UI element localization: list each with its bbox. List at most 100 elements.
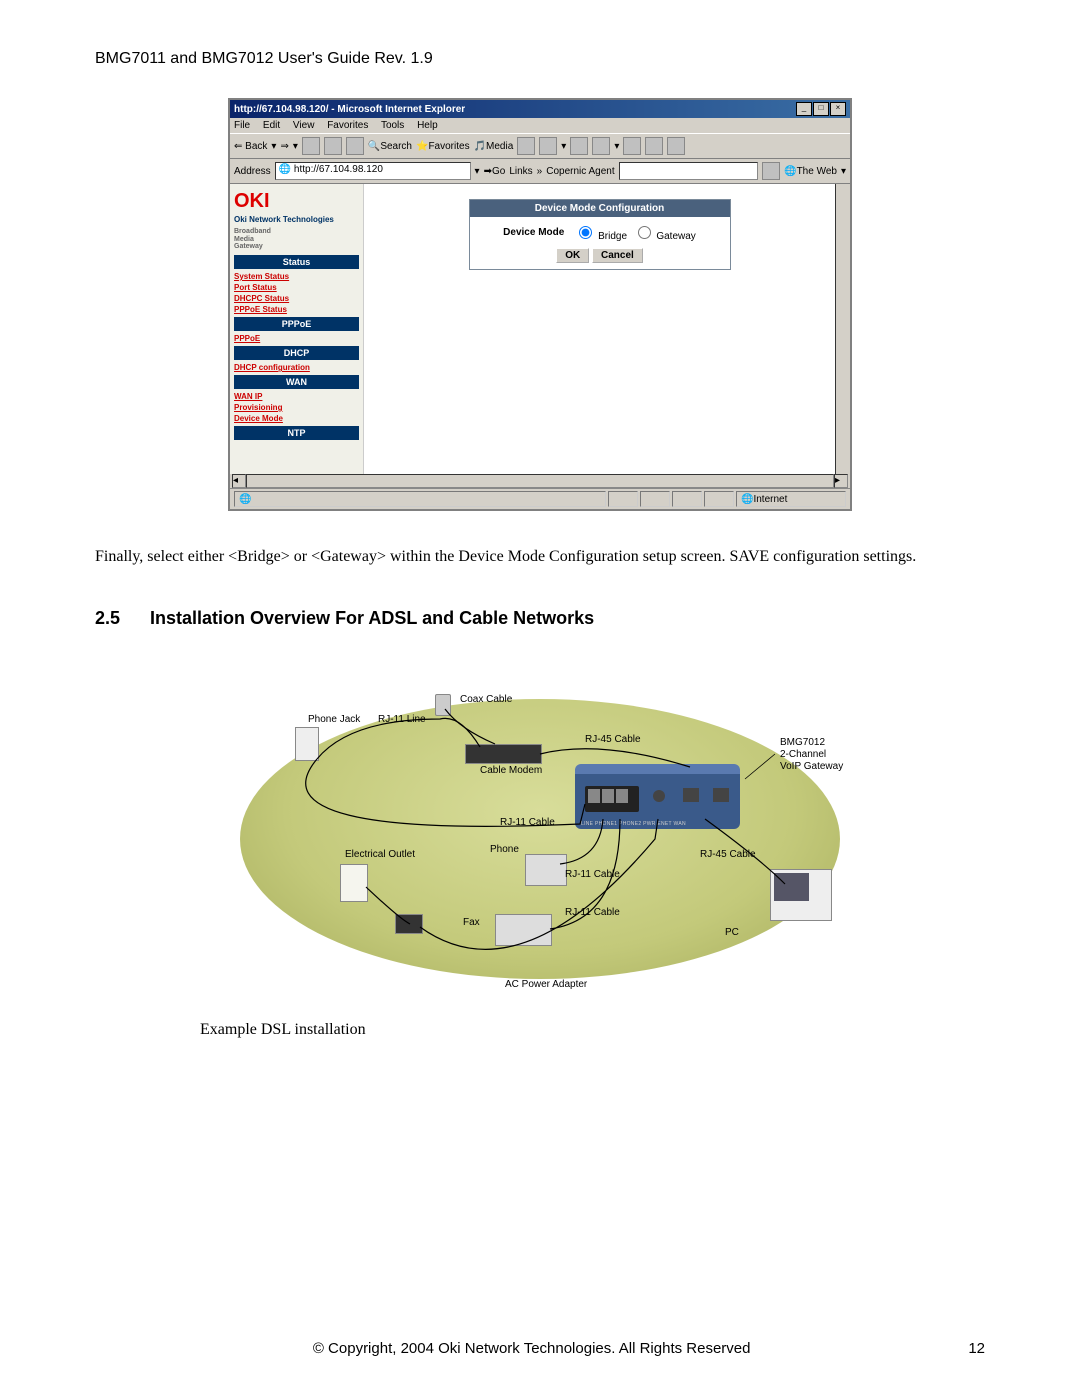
menu-file[interactable]: File [234,120,250,131]
address-label: Address [234,166,271,177]
mail-icon[interactable] [539,137,557,155]
browser-screenshot: http://67.104.98.120/ - Microsoft Intern… [228,98,852,511]
forward-button[interactable]: ⇒ [280,141,288,152]
label-fax: Fax [463,917,480,928]
label-ac: AC Power Adapter [505,979,587,990]
links-expand-icon[interactable]: » [537,166,543,177]
label-product: BMG7012 2-Channel VoIP Gateway [780,737,843,773]
menu-tools[interactable]: Tools [381,120,404,131]
status-cell [608,491,638,507]
menu-edit[interactable]: Edit [263,120,280,131]
browser-content: OKI Oki Network Technologies Broadband M… [230,184,850,474]
gateway-label: Gateway [656,231,695,242]
fax-device-icon [495,914,552,946]
nav-link-pppoe-status[interactable]: PPPoE Status [234,304,359,315]
panel-title: Device Mode Configuration [470,200,730,217]
label-outlet: Electrical Outlet [345,849,415,860]
back-dropdown-icon[interactable]: ▾ [271,141,276,152]
maximize-icon[interactable]: □ [813,102,829,116]
status-cell [704,491,734,507]
theweb-button[interactable]: 🌐The Web [784,166,837,177]
nav-link-system-status[interactable]: System Status [234,271,359,282]
label-phone: Phone [490,844,519,855]
phone-device-icon [525,854,567,886]
mail-dropdown-icon[interactable]: ▾ [561,141,566,152]
footer-copyright: © Copyright, 2004 Oki Network Technologi… [95,1340,968,1357]
refresh-icon[interactable] [324,137,342,155]
address-dropdown-icon[interactable]: ▾ [475,166,480,177]
label-rj11-3: RJ-11 Cable [565,907,620,918]
address-input[interactable]: 🌐 http://67.104.98.120 [275,162,471,180]
menu-help[interactable]: Help [417,120,438,131]
outlet-icon [340,864,368,902]
gateway-device-icon: LINE PHONE1 PHONE2 PWR ENET WAN [575,764,740,829]
nav-link-port-status[interactable]: Port Status [234,282,359,293]
nav-section-status: Status [234,255,359,269]
close-icon[interactable]: × [830,102,846,116]
gateway-radio[interactable] [638,226,651,239]
status-internet: 🌐 Internet [736,491,846,507]
go-button[interactable]: ➡Go [484,166,506,177]
nav-link-device-mode[interactable]: Device Mode [234,413,359,424]
gateway-text: Broadband Media Gateway [234,228,359,251]
device-mode-label: Device Mode [503,227,564,238]
address-bar: Address 🌐 http://67.104.98.120 ▾ ➡Go Lin… [230,159,850,184]
label-rj11-1: RJ-11 Cable [500,817,555,828]
history-icon[interactable] [517,137,535,155]
nav-link-dhcp-configuration[interactable]: DHCP configuration [234,362,359,373]
nav-section-ntp: NTP [234,426,359,440]
scrollbar[interactable] [835,184,850,474]
search-button[interactable]: 🔍Search [368,141,412,152]
document-header: BMG7011 and BMG7012 User's Guide Rev. 1.… [95,50,985,68]
print-icon[interactable] [570,137,588,155]
phone-jack-icon [295,727,319,761]
scroll-right-icon[interactable]: ▸ [834,474,848,488]
label-pc: PC [725,927,739,938]
oki-logo-subtitle: Oki Network Technologies [234,215,359,224]
discuss-icon[interactable] [623,137,641,155]
ac-adapter-icon [395,914,423,934]
stop-icon[interactable] [302,137,320,155]
config-main: Device Mode Configuration Device Mode Br… [364,184,835,474]
home-icon[interactable] [346,137,364,155]
label-cable-modem: Cable Modem [480,765,542,776]
extra2-icon[interactable] [667,137,685,155]
scroll-left-icon[interactable]: ◂ [232,474,246,488]
media-button[interactable]: 🎵Media [474,141,514,152]
cancel-button[interactable]: Cancel [592,248,643,263]
nav-section-dhcp: DHCP [234,346,359,360]
device-mode-panel: Device Mode Configuration Device Mode Br… [469,199,731,270]
section-title: Installation Overview For ADSL and Cable… [150,608,594,628]
toolbar: ⇐ Back ▾ ⇒ ▾ 🔍Search ⭐Favorites 🎵Media ▾… [230,133,850,159]
hscrollbar[interactable] [246,474,834,488]
menu-view[interactable]: View [293,120,315,131]
diagram-caption: Example DSL installation [200,1019,880,1041]
minimize-icon[interactable]: _ [796,102,812,116]
forward-dropdown-icon[interactable]: ▾ [293,141,298,152]
ok-button[interactable]: OK [556,248,589,263]
label-rj45-2: RJ-45 Cable [700,849,756,860]
cable-modem-icon [465,744,542,764]
edit-dropdown-icon[interactable]: ▾ [614,141,619,152]
label-rj11-2: RJ-11 Cable [565,869,620,880]
installation-diagram: LINE PHONE1 PHONE2 PWR ENET WAN [200,659,880,1009]
status-main: 🌐 [234,491,606,507]
bridge-radio[interactable] [579,226,592,239]
nav-link-wan-ip[interactable]: WAN IP [234,391,359,402]
coax-port-icon [435,694,451,716]
nav-link-dhcpc-status[interactable]: DHCPC Status [234,293,359,304]
extra-icon[interactable] [645,137,663,155]
back-button[interactable]: ⇐ Back [234,141,267,152]
favorites-button[interactable]: ⭐Favorites [416,141,470,152]
window-titlebar: http://67.104.98.120/ - Microsoft Intern… [230,100,850,118]
status-cell [672,491,702,507]
theweb-dropdown-icon[interactable]: ▾ [841,166,846,177]
menu-favorites[interactable]: Favorites [327,120,368,131]
nav-link-provisioning[interactable]: Provisioning [234,402,359,413]
edit-icon[interactable] [592,137,610,155]
section-heading: 2.5Installation Overview For ADSL and Ca… [95,608,985,629]
copernic-input[interactable] [619,162,759,180]
search-go-icon[interactable] [762,162,780,180]
nav-link-pppoe[interactable]: PPPoE [234,333,359,344]
nav-section-pppoe: PPPoE [234,317,359,331]
